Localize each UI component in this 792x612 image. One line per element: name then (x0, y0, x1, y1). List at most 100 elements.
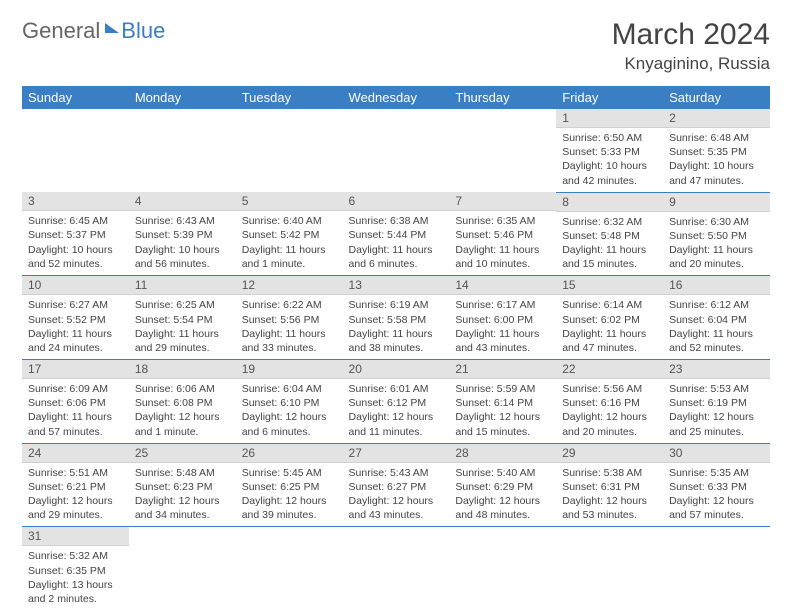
day-details: Sunrise: 6:19 AMSunset: 5:58 PMDaylight:… (343, 295, 450, 359)
daylight-line: Daylight: 11 hours and 33 minutes. (242, 327, 337, 355)
calendar-cell: 19Sunrise: 6:04 AMSunset: 6:10 PMDayligh… (236, 360, 343, 444)
day-details: Sunrise: 5:32 AMSunset: 6:35 PMDaylight:… (22, 546, 129, 610)
day-details: Sunrise: 5:48 AMSunset: 6:23 PMDaylight:… (129, 463, 236, 527)
calendar-cell: 9Sunrise: 6:30 AMSunset: 5:50 PMDaylight… (663, 192, 770, 276)
weekday-header: Wednesday (343, 86, 450, 109)
weekday-header: Tuesday (236, 86, 343, 109)
calendar-cell: 10Sunrise: 6:27 AMSunset: 5:52 PMDayligh… (22, 276, 129, 360)
sunrise-line: Sunrise: 6:25 AM (135, 298, 230, 312)
daylight-line: Daylight: 11 hours and 1 minute. (242, 243, 337, 271)
daylight-line: Daylight: 11 hours and 52 minutes. (669, 327, 764, 355)
sunrise-line: Sunrise: 5:32 AM (28, 549, 123, 563)
sunset-line: Sunset: 5:48 PM (562, 229, 657, 243)
day-details: Sunrise: 6:40 AMSunset: 5:42 PMDaylight:… (236, 211, 343, 275)
location: Knyaginino, Russia (612, 54, 770, 74)
calendar-cell: 14Sunrise: 6:17 AMSunset: 6:00 PMDayligh… (449, 276, 556, 360)
calendar-cell: 4Sunrise: 6:43 AMSunset: 5:39 PMDaylight… (129, 192, 236, 276)
weekday-header: Thursday (449, 86, 556, 109)
sunrise-line: Sunrise: 5:38 AM (562, 466, 657, 480)
sunrise-line: Sunrise: 5:35 AM (669, 466, 764, 480)
logo-text-general: General (22, 18, 100, 44)
daylight-line: Daylight: 12 hours and 29 minutes. (28, 494, 123, 522)
daylight-line: Daylight: 13 hours and 2 minutes. (28, 578, 123, 606)
weekday-header: Monday (129, 86, 236, 109)
calendar-cell (22, 109, 129, 192)
calendar-cell (236, 109, 343, 192)
calendar-cell: 30Sunrise: 5:35 AMSunset: 6:33 PMDayligh… (663, 443, 770, 527)
logo-text-blue: Blue (121, 18, 165, 44)
day-number: 16 (663, 276, 770, 295)
day-details: Sunrise: 5:53 AMSunset: 6:19 PMDaylight:… (663, 379, 770, 443)
daylight-line: Daylight: 12 hours and 43 minutes. (349, 494, 444, 522)
day-number: 22 (556, 360, 663, 379)
calendar-cell: 26Sunrise: 5:45 AMSunset: 6:25 PMDayligh… (236, 443, 343, 527)
calendar-cell (449, 109, 556, 192)
day-number: 12 (236, 276, 343, 295)
calendar-cell (236, 527, 343, 610)
calendar-cell: 21Sunrise: 5:59 AMSunset: 6:14 PMDayligh… (449, 360, 556, 444)
sunset-line: Sunset: 6:35 PM (28, 564, 123, 578)
day-number: 24 (22, 444, 129, 463)
weekday-header: Sunday (22, 86, 129, 109)
sunset-line: Sunset: 6:21 PM (28, 480, 123, 494)
calendar-cell: 25Sunrise: 5:48 AMSunset: 6:23 PMDayligh… (129, 443, 236, 527)
calendar-cell: 29Sunrise: 5:38 AMSunset: 6:31 PMDayligh… (556, 443, 663, 527)
sunset-line: Sunset: 6:23 PM (135, 480, 230, 494)
day-details: Sunrise: 6:04 AMSunset: 6:10 PMDaylight:… (236, 379, 343, 443)
day-details: Sunrise: 6:48 AMSunset: 5:35 PMDaylight:… (663, 128, 770, 192)
day-number: 4 (129, 192, 236, 211)
daylight-line: Daylight: 11 hours and 57 minutes. (28, 410, 123, 438)
daylight-line: Daylight: 12 hours and 53 minutes. (562, 494, 657, 522)
day-number: 5 (236, 192, 343, 211)
daylight-line: Daylight: 12 hours and 48 minutes. (455, 494, 550, 522)
day-details: Sunrise: 6:30 AMSunset: 5:50 PMDaylight:… (663, 212, 770, 276)
calendar-cell: 1Sunrise: 6:50 AMSunset: 5:33 PMDaylight… (556, 109, 663, 192)
daylight-line: Daylight: 12 hours and 1 minute. (135, 410, 230, 438)
day-details: Sunrise: 6:50 AMSunset: 5:33 PMDaylight:… (556, 128, 663, 192)
daylight-line: Daylight: 12 hours and 34 minutes. (135, 494, 230, 522)
daylight-line: Daylight: 12 hours and 11 minutes. (349, 410, 444, 438)
calendar-cell: 23Sunrise: 5:53 AMSunset: 6:19 PMDayligh… (663, 360, 770, 444)
sunrise-line: Sunrise: 5:59 AM (455, 382, 550, 396)
sunset-line: Sunset: 6:06 PM (28, 396, 123, 410)
sunrise-line: Sunrise: 5:43 AM (349, 466, 444, 480)
calendar-cell: 2Sunrise: 6:48 AMSunset: 5:35 PMDaylight… (663, 109, 770, 192)
sunrise-line: Sunrise: 6:43 AM (135, 214, 230, 228)
sunrise-line: Sunrise: 6:27 AM (28, 298, 123, 312)
sunrise-line: Sunrise: 6:09 AM (28, 382, 123, 396)
sunset-line: Sunset: 6:19 PM (669, 396, 764, 410)
calendar-cell (556, 527, 663, 610)
day-number: 17 (22, 360, 129, 379)
daylight-line: Daylight: 11 hours and 10 minutes. (455, 243, 550, 271)
day-details: Sunrise: 5:43 AMSunset: 6:27 PMDaylight:… (343, 463, 450, 527)
sunrise-line: Sunrise: 6:04 AM (242, 382, 337, 396)
calendar-cell: 7Sunrise: 6:35 AMSunset: 5:46 PMDaylight… (449, 192, 556, 276)
sunset-line: Sunset: 5:50 PM (669, 229, 764, 243)
sunrise-line: Sunrise: 5:48 AM (135, 466, 230, 480)
day-number: 26 (236, 444, 343, 463)
calendar-cell: 12Sunrise: 6:22 AMSunset: 5:56 PMDayligh… (236, 276, 343, 360)
sunrise-line: Sunrise: 5:51 AM (28, 466, 123, 480)
sunrise-line: Sunrise: 5:40 AM (455, 466, 550, 480)
day-details: Sunrise: 5:38 AMSunset: 6:31 PMDaylight:… (556, 463, 663, 527)
sunset-line: Sunset: 5:52 PM (28, 313, 123, 327)
day-details: Sunrise: 6:27 AMSunset: 5:52 PMDaylight:… (22, 295, 129, 359)
logo: General Blue (22, 18, 165, 44)
daylight-line: Daylight: 11 hours and 20 minutes. (669, 243, 764, 271)
day-number: 30 (663, 444, 770, 463)
daylight-line: Daylight: 11 hours and 15 minutes. (562, 243, 657, 271)
daylight-line: Daylight: 12 hours and 57 minutes. (669, 494, 764, 522)
daylight-line: Daylight: 11 hours and 24 minutes. (28, 327, 123, 355)
daylight-line: Daylight: 12 hours and 39 minutes. (242, 494, 337, 522)
sunrise-line: Sunrise: 6:19 AM (349, 298, 444, 312)
sunset-line: Sunset: 6:02 PM (562, 313, 657, 327)
sunrise-line: Sunrise: 6:32 AM (562, 215, 657, 229)
sunrise-line: Sunrise: 5:53 AM (669, 382, 764, 396)
calendar-cell: 13Sunrise: 6:19 AMSunset: 5:58 PMDayligh… (343, 276, 450, 360)
daylight-line: Daylight: 11 hours and 47 minutes. (562, 327, 657, 355)
calendar-row: 31Sunrise: 5:32 AMSunset: 6:35 PMDayligh… (22, 527, 770, 610)
sunset-line: Sunset: 5:54 PM (135, 313, 230, 327)
day-details: Sunrise: 6:01 AMSunset: 6:12 PMDaylight:… (343, 379, 450, 443)
day-details: Sunrise: 6:14 AMSunset: 6:02 PMDaylight:… (556, 295, 663, 359)
day-details: Sunrise: 6:17 AMSunset: 6:00 PMDaylight:… (449, 295, 556, 359)
